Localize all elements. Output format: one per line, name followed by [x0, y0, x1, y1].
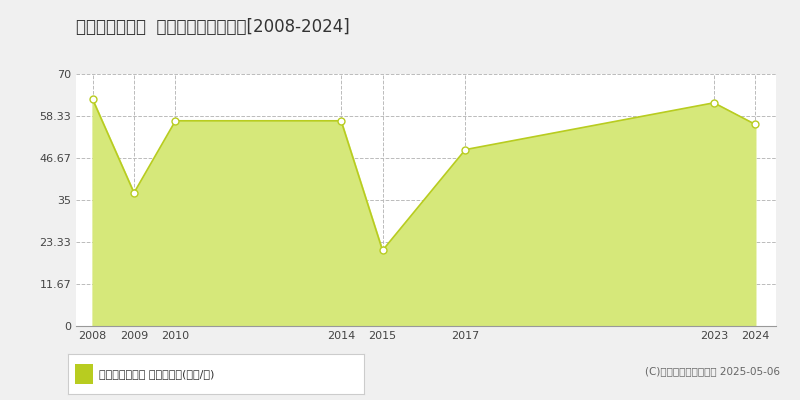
- Text: 羽曳野市学園前  マンション価格推移[2008-2024]: 羽曳野市学園前 マンション価格推移[2008-2024]: [76, 18, 350, 36]
- Bar: [75, 364, 93, 384]
- Text: (C)土地価格ドットコム 2025-05-06: (C)土地価格ドットコム 2025-05-06: [645, 366, 780, 376]
- Text: マンション価格 平均坪単価(万円/坪): マンション価格 平均坪単価(万円/坪): [99, 369, 214, 379]
